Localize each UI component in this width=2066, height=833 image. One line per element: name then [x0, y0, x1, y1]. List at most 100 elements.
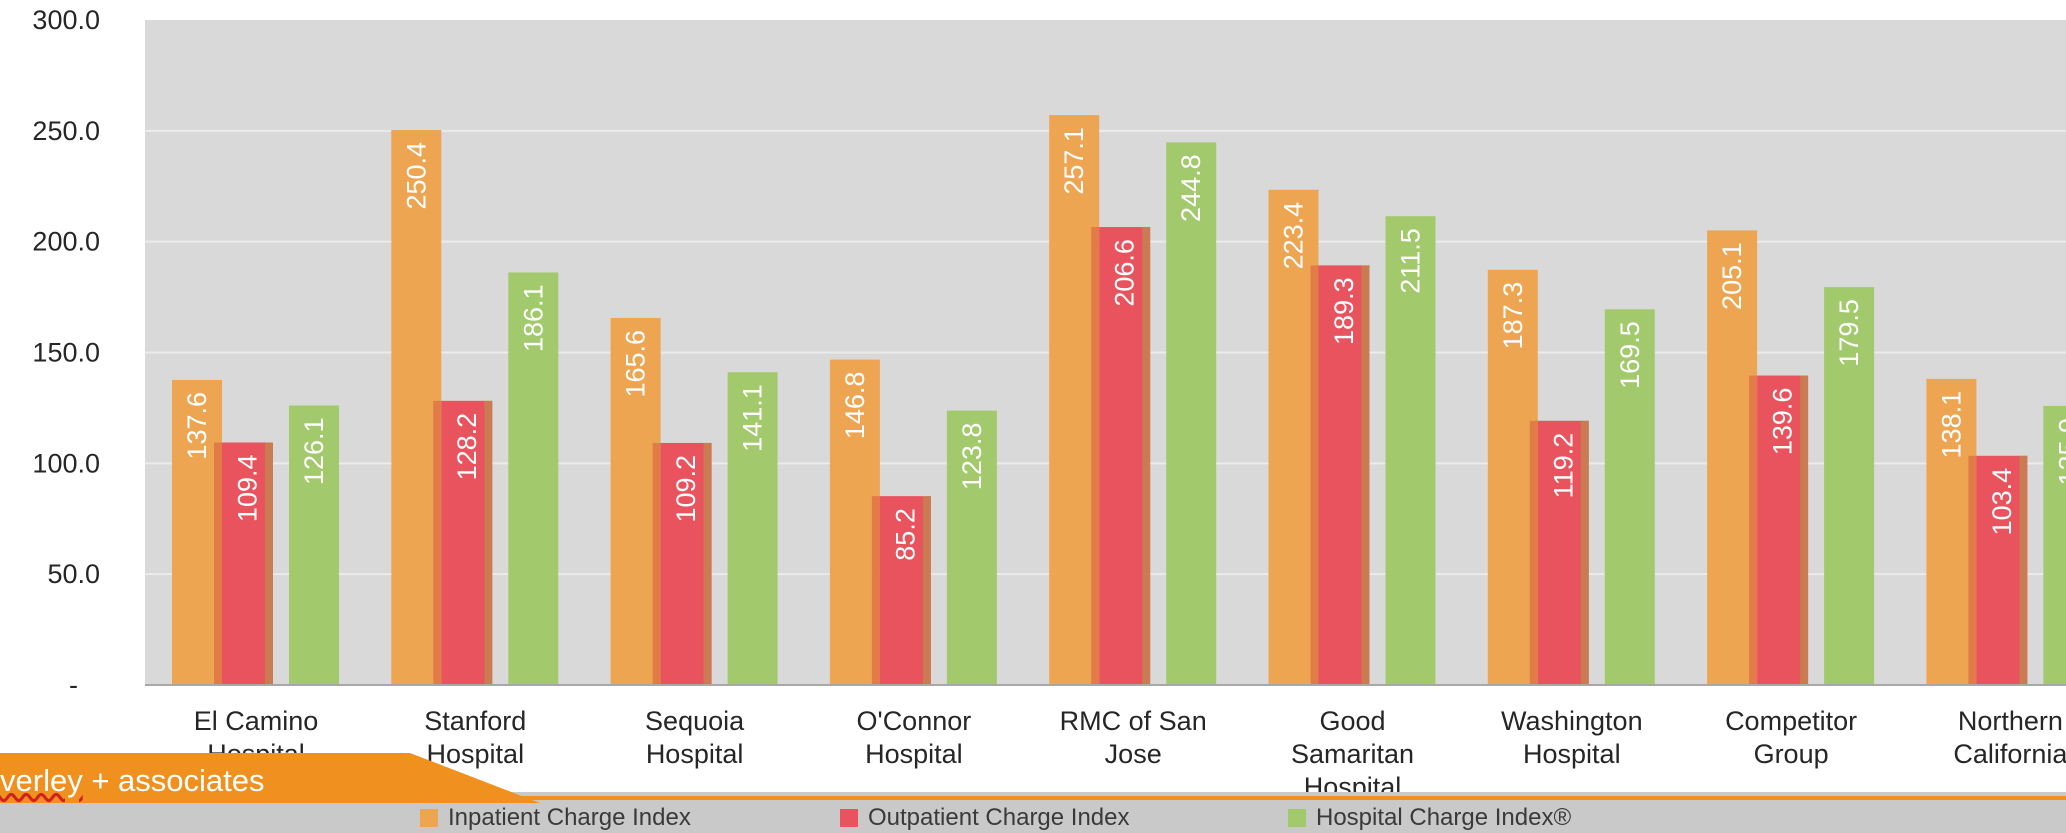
- bar-edge: [703, 442, 712, 685]
- data-label: 206.6: [1110, 239, 1140, 307]
- x-tick-label: Hospital: [865, 739, 963, 769]
- legend-item-inpatient: Inpatient Charge Index: [420, 804, 691, 832]
- bar-1-1: [441, 400, 493, 685]
- legend-swatch-outpatient: [840, 809, 858, 827]
- bar-edge: [2019, 455, 2028, 685]
- bar-0-4: [1049, 115, 1100, 686]
- legend-label-inpatient: Inpatient Charge Index: [448, 804, 691, 831]
- x-tick-label: Hospital: [1523, 739, 1621, 769]
- y-axis-ticks: - 50.0 100.0 150.0 200.0 250.0 300.0: [32, 5, 100, 700]
- bar-1-0: [222, 442, 273, 685]
- bar-1-5: [1318, 265, 1370, 685]
- bar-2-2: [727, 372, 778, 685]
- bar-1-4: [1099, 227, 1151, 685]
- data-label: 123.8: [957, 423, 987, 491]
- data-label: 169.5: [1615, 321, 1645, 389]
- y-tick-label: -: [69, 670, 78, 700]
- y-tick-label: 100.0: [32, 448, 100, 478]
- x-tick-label: El Camino: [194, 706, 319, 736]
- x-tick-label: Hospital: [646, 739, 744, 769]
- data-label: 186.1: [518, 284, 548, 352]
- data-label: 139.6: [1768, 388, 1798, 456]
- bars: [172, 115, 2066, 686]
- bar-edge: [1091, 227, 1100, 685]
- brand-suffix: + associates: [82, 763, 265, 798]
- y-tick-label: 250.0: [32, 116, 100, 146]
- y-tick-label: 200.0: [32, 227, 100, 257]
- bar-edge: [1142, 227, 1151, 685]
- bar-0-2: [610, 317, 661, 685]
- x-tick-label: O'Connor: [857, 706, 972, 736]
- bar-1-7: [1757, 375, 1809, 685]
- bar-edge: [652, 442, 661, 685]
- bar-0-0: [172, 379, 222, 685]
- data-label: 189.3: [1329, 277, 1359, 345]
- bar-0-7: [1707, 230, 1758, 685]
- bar-1-3: [879, 496, 931, 685]
- data-label: 85.2: [890, 508, 920, 561]
- bar-edge: [214, 442, 222, 685]
- bar-0-5: [1268, 189, 1319, 685]
- data-labels: 137.6 109.4 126.1 250.4 128.2 186.1 165.6 109.2…: [182, 127, 2066, 561]
- bar-0-1: [391, 129, 442, 686]
- bar-1-6: [1537, 420, 1589, 685]
- bar-2-6: [1604, 309, 1655, 685]
- x-tick-label: California: [1953, 739, 2066, 769]
- data-label: 126.1: [299, 417, 329, 485]
- bar-2-7: [1824, 287, 1875, 685]
- bar-2-1: [508, 272, 559, 685]
- data-label: 138.1: [1936, 391, 1966, 459]
- x-tick-label: RMC of San: [1060, 706, 1207, 736]
- data-label: 250.4: [401, 142, 431, 210]
- bar-0-8: [1926, 378, 1977, 685]
- data-label: 128.2: [452, 413, 482, 481]
- data-label: 146.8: [840, 372, 870, 440]
- y-tick-label: 300.0: [32, 5, 100, 35]
- bar-edge: [1529, 420, 1538, 685]
- data-label: 125.9: [2053, 418, 2066, 486]
- bar-2-4: [1166, 142, 1217, 686]
- bar-edge: [484, 400, 493, 685]
- brand-prefix: verley: [0, 763, 83, 798]
- legend-item-hospital: Hospital Charge Index®: [1288, 804, 1571, 832]
- legend-swatch-hospital: [1288, 809, 1306, 827]
- legend-label-outpatient: Outpatient Charge Index: [868, 804, 1130, 831]
- legend-label-hospital: Hospital Charge Index®: [1316, 804, 1572, 831]
- data-label: 187.3: [1498, 282, 1528, 350]
- x-tick-label: Samaritan: [1291, 739, 1414, 769]
- y-tick-label: 150.0: [32, 338, 100, 368]
- x-tick-label: Good: [1319, 706, 1385, 736]
- data-label: 223.4: [1279, 202, 1309, 270]
- bar-2-3: [946, 410, 997, 685]
- data-label: 165.6: [621, 330, 651, 398]
- legend: Inpatient Charge Index Outpatient Charge…: [0, 804, 2066, 833]
- bar-edge: [1580, 420, 1589, 685]
- legend-swatch-inpatient: [420, 809, 438, 827]
- legend-item-outpatient: Outpatient Charge Index: [840, 804, 1130, 832]
- bar-edge: [265, 442, 273, 685]
- brand-text: verley + associates: [0, 763, 265, 799]
- bar-edge: [1310, 265, 1319, 685]
- data-label: 257.1: [1059, 127, 1089, 195]
- data-label: 244.8: [1176, 154, 1206, 222]
- data-label: 211.5: [1396, 228, 1426, 294]
- x-tick-label: Stanford: [424, 706, 526, 736]
- x-tick-label: Competitor: [1725, 706, 1857, 736]
- x-tick-label: Washington: [1501, 706, 1643, 736]
- data-label: 179.5: [1834, 299, 1864, 367]
- bar-edge: [1749, 375, 1758, 685]
- y-tick-label: 50.0: [47, 559, 100, 589]
- bar-2-5: [1385, 216, 1436, 686]
- bar-edge: [922, 496, 931, 685]
- bar-0-6: [1487, 269, 1538, 685]
- data-label: 103.4: [1987, 468, 2017, 536]
- bar-1-8: [1976, 455, 2028, 685]
- data-label: 137.6: [182, 392, 212, 460]
- bar-2-0: [289, 405, 339, 685]
- bar-edge: [1800, 375, 1809, 685]
- bar-1-2: [660, 442, 712, 685]
- data-label: 109.2: [671, 455, 701, 523]
- bar-0-3: [829, 359, 880, 685]
- bar-edge: [871, 496, 880, 685]
